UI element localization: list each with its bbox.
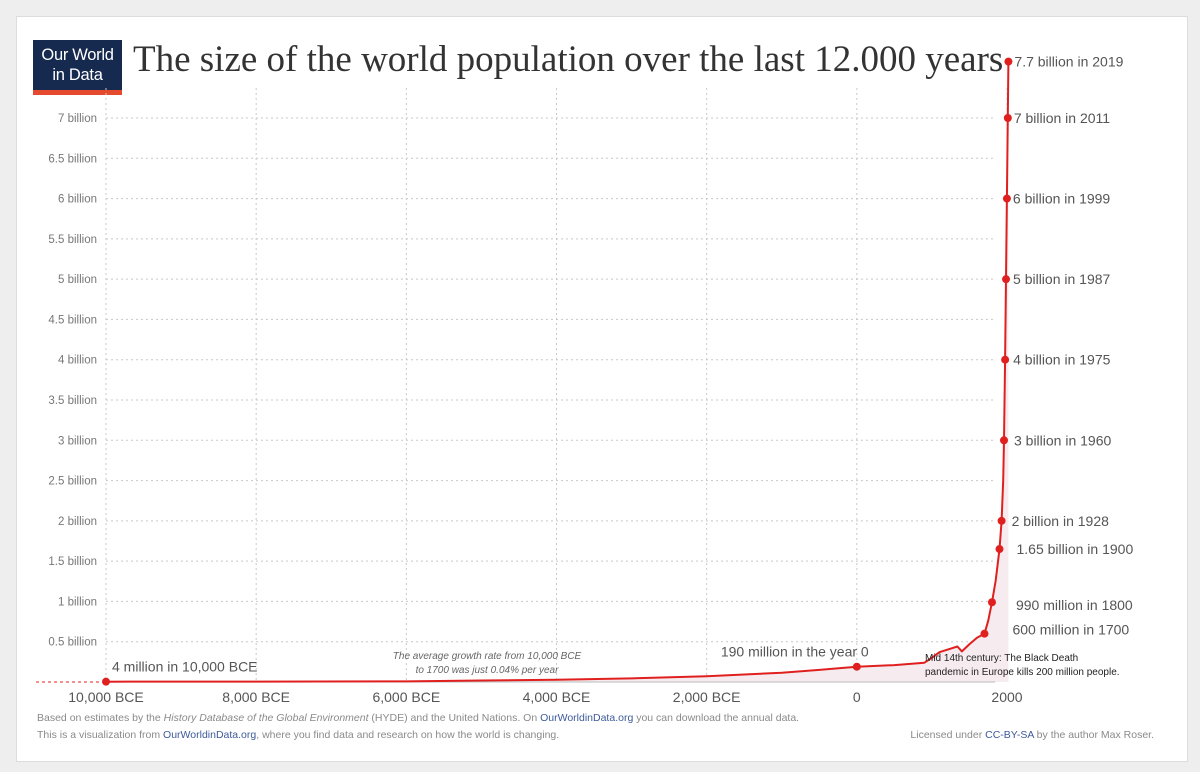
label-layer: 4 million in 10,000 BCE 190 million in th… xyxy=(112,54,1133,678)
footer-source-text-mid: (HYDE) and the United Nations. On xyxy=(368,712,541,724)
population-area xyxy=(106,61,1009,683)
footer-source-text-end: you can download the annual data. xyxy=(633,712,800,724)
grid-layer xyxy=(105,88,1008,682)
y-tick-label: 6.5 billion xyxy=(48,153,97,165)
population-line xyxy=(105,61,1010,683)
y-tick-label: 3 billion xyxy=(58,435,97,447)
license-link[interactable]: CC-BY-SA xyxy=(985,729,1034,741)
y-tick-label: 4 billion xyxy=(58,355,97,367)
data-point-label: 4 million in 10,000 BCE xyxy=(112,659,258,675)
data-point-marker xyxy=(987,598,996,607)
logo-line-1: Our World xyxy=(41,46,114,64)
license-text-end: by the author Max Roser. xyxy=(1033,729,1154,741)
data-point-marker xyxy=(980,629,989,638)
y-tick-label: 2 billion xyxy=(58,516,97,528)
data-point-label: 6 billion in 1999 xyxy=(1013,191,1111,207)
footer-vis-text: This is a visualization from xyxy=(37,729,164,741)
footer-source: Based on estimates by the History Databa… xyxy=(37,712,799,724)
y-tick-label: 4.5 billion xyxy=(48,314,97,326)
y-tick-label: 6 billion xyxy=(58,194,97,206)
growth-rate-annotation-line-2: to 1700 was just 0.04% per year xyxy=(416,665,560,676)
line-layer xyxy=(105,61,1010,683)
footer-license: Licensed under CC-BY-SA by the author Ma… xyxy=(910,729,1154,741)
data-point-marker xyxy=(852,662,861,671)
footer-vis-text-end: , where you find data and research on ho… xyxy=(256,729,560,741)
y-tick-label: 1.5 billion xyxy=(48,556,97,568)
x-tick-label: 2,000 BCE xyxy=(673,689,741,705)
y-tick-label: 3.5 billion xyxy=(48,395,97,407)
axis-layer: 0.5 billion 1 billion 1.5 billion 2 billion… xyxy=(36,113,1023,705)
x-tick-label: 0 xyxy=(853,689,861,705)
data-point-label: 2 billion in 1928 xyxy=(1012,513,1110,529)
data-point-marker xyxy=(995,545,1004,554)
y-tick-label: 7 billion xyxy=(58,113,97,125)
data-point-marker xyxy=(1001,355,1010,364)
data-point-marker xyxy=(102,677,110,686)
area-layer xyxy=(106,61,1009,683)
data-point-marker xyxy=(1002,275,1011,284)
growth-rate-annotation-line-1: The average growth rate from 10,000 BCE xyxy=(393,651,582,662)
y-tick-label: 5.5 billion xyxy=(48,234,97,246)
footer-source-text: Based on estimates by the xyxy=(37,712,164,724)
logo-line-2: in Data xyxy=(52,66,103,84)
x-tick-label: 2000 xyxy=(991,689,1022,705)
owid-logo[interactable]: Our World in Data xyxy=(33,40,122,95)
footer-visualization: This is a visualization from OurWorldinD… xyxy=(37,729,559,741)
data-point-label: 190 million in the year 0 xyxy=(721,644,869,660)
data-point-label: 5 billion in 1987 xyxy=(1013,271,1111,287)
y-tick-label: 5 billion xyxy=(58,274,97,286)
y-tick-label: 2.5 billion xyxy=(48,476,97,488)
data-point-marker xyxy=(999,436,1008,445)
data-point-label: 7.7 billion in 2019 xyxy=(1014,54,1123,70)
data-point-label: 7 billion in 2011 xyxy=(1014,110,1110,126)
black-death-annotation-line-1: Mid 14th century: The Black Death xyxy=(925,653,1078,664)
y-tick-label: 1 billion xyxy=(58,596,97,608)
data-point-label: 600 million in 1700 xyxy=(1012,622,1129,638)
x-tick-label: 6,000 BCE xyxy=(372,689,440,705)
data-point-label: 4 billion in 1975 xyxy=(1013,352,1111,368)
marker-layer xyxy=(102,57,1013,686)
footer-owid-link[interactable]: OurWorldinData.org xyxy=(540,712,634,724)
license-text: Licensed under xyxy=(910,729,986,741)
data-point-label: 1.65 billion in 1900 xyxy=(1016,541,1133,557)
data-point-label: 3 billion in 1960 xyxy=(1014,432,1112,448)
chart-title: The size of the world population over th… xyxy=(133,39,1004,80)
x-tick-label: 10,000 BCE xyxy=(68,689,144,705)
x-tick-label: 8,000 BCE xyxy=(222,689,290,705)
data-point-label: 990 million in 1800 xyxy=(1016,597,1133,613)
data-point-marker xyxy=(1002,194,1011,203)
data-point-marker xyxy=(997,516,1006,525)
footer-hyde-name: History Database of the Global Environme… xyxy=(163,712,369,724)
data-point-marker xyxy=(1004,57,1013,66)
y-tick-label: 0.5 billion xyxy=(48,637,97,649)
x-tick-label: 4,000 BCE xyxy=(523,689,591,705)
footer-owid-link-2[interactable]: OurWorldinData.org xyxy=(163,729,257,741)
data-point-marker xyxy=(1003,114,1012,122)
black-death-annotation-line-2: pandemic in Europe kills 200 million peo… xyxy=(925,667,1120,678)
